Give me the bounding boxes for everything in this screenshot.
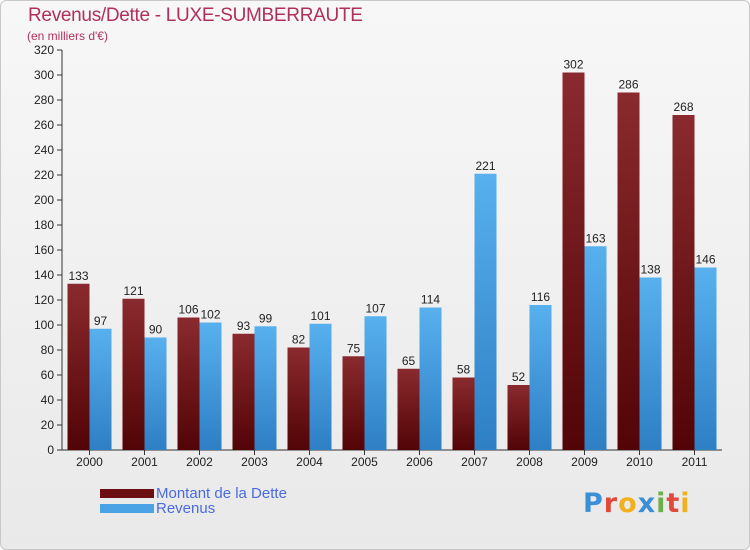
x-tick-label: 2005 [351, 455, 378, 469]
logo-letter: i [656, 488, 667, 519]
legend-label-revenus: Revenus [156, 500, 216, 517]
logo-letter: r [603, 488, 619, 519]
data-label: 146 [695, 253, 715, 267]
data-label: 52 [512, 370, 526, 384]
revenus-bar [694, 267, 717, 450]
revenus-bar [254, 326, 277, 450]
y-tick-label: 180 [34, 218, 54, 232]
y-tick-label: 280 [34, 93, 54, 107]
data-label: 302 [563, 58, 583, 72]
y-tick-label: 0 [47, 443, 54, 457]
chart-subtitle: (en milliers d'€) [27, 29, 108, 43]
data-label: 90 [149, 323, 163, 337]
data-label: 107 [365, 301, 385, 315]
data-label: 58 [457, 363, 471, 377]
x-tick-label: 2011 [682, 455, 708, 469]
x-tick-label: 2007 [461, 455, 488, 469]
logo-letter: P [583, 488, 604, 519]
y-tick-label: 160 [34, 243, 54, 257]
y-tick-label: 80 [41, 343, 55, 357]
dette-bar [397, 368, 420, 450]
data-label: 138 [640, 263, 660, 277]
data-label: 99 [259, 311, 273, 325]
dette-bar [617, 92, 640, 450]
data-label: 121 [123, 284, 143, 298]
legend-swatch-dette [100, 489, 154, 498]
dette-bar [122, 298, 145, 450]
data-label: 114 [421, 293, 440, 307]
data-label: 286 [618, 78, 638, 92]
x-tick-label: 2006 [406, 455, 433, 469]
logo-letter: x [637, 488, 657, 519]
y-tick-label: 260 [34, 118, 54, 132]
dette-bar [232, 333, 255, 450]
dette-bar [342, 356, 365, 450]
chart-title: Revenus/Dette - LUXE-SUMBERRAUTE [28, 5, 363, 26]
y-tick-label: 320 [34, 43, 54, 57]
chart-legend: Montant de la Dette Revenus [100, 485, 287, 517]
dette-bar [67, 283, 90, 450]
revenus-bar [199, 322, 222, 450]
y-tick-label: 220 [34, 168, 54, 182]
logo-letter: o [618, 488, 638, 519]
data-label: 82 [292, 333, 306, 347]
legend-item-revenus: Revenus [100, 500, 287, 517]
data-label: 116 [531, 290, 550, 304]
data-label: 106 [178, 303, 198, 317]
y-tick-label: 140 [34, 268, 54, 282]
y-tick-label: 60 [41, 368, 55, 382]
logo-letter: i [680, 488, 691, 519]
x-tick-label: 2000 [76, 455, 103, 469]
y-tick-label: 20 [41, 418, 55, 432]
revenus-bar [144, 337, 167, 450]
data-label: 221 [475, 159, 495, 173]
x-tick-label: 2008 [516, 455, 543, 469]
x-tick-label: 2010 [626, 455, 653, 469]
revenus-bar [474, 173, 497, 450]
data-label: 65 [402, 354, 416, 368]
x-tick-label: 2009 [571, 455, 598, 469]
proxiti-logo: Proxiti [583, 488, 691, 519]
revenus-bar [584, 246, 607, 450]
y-tick-label: 40 [41, 393, 55, 407]
data-label: 163 [585, 231, 605, 245]
y-tick-label: 240 [34, 143, 54, 157]
x-tick-label: 2002 [186, 455, 213, 469]
legend-item-dette: Montant de la Dette [100, 485, 287, 502]
x-tick-label: 2003 [241, 455, 268, 469]
dette-bar [452, 377, 475, 450]
y-tick-label: 100 [34, 318, 54, 332]
y-tick-label: 120 [34, 293, 54, 307]
dette-bar [672, 115, 695, 450]
data-label: 93 [237, 319, 251, 333]
data-label: 75 [347, 341, 361, 355]
dette-bar [507, 385, 530, 450]
x-tick-label: 2001 [131, 455, 158, 469]
data-label: 102 [200, 308, 220, 322]
revenus-bar [309, 323, 332, 450]
data-label: 101 [310, 309, 330, 323]
dette-bar [562, 72, 585, 450]
revenus-bar [89, 328, 112, 450]
revenus-bar [364, 316, 387, 450]
dette-bar [177, 317, 200, 450]
x-tick-label: 2004 [296, 455, 323, 469]
y-tick-label: 200 [34, 193, 54, 207]
revenus-bar [419, 307, 442, 450]
revenus-bar [639, 277, 662, 450]
data-label: 97 [94, 314, 108, 328]
dette-bar [287, 347, 310, 450]
legend-swatch-revenus [100, 504, 154, 513]
y-tick-label: 300 [34, 68, 54, 82]
data-label: 133 [68, 269, 88, 283]
revenus-bar [529, 305, 552, 450]
logo-letter: t [666, 488, 681, 519]
legend-label-dette: Montant de la Dette [156, 485, 287, 502]
data-label: 268 [673, 100, 693, 114]
